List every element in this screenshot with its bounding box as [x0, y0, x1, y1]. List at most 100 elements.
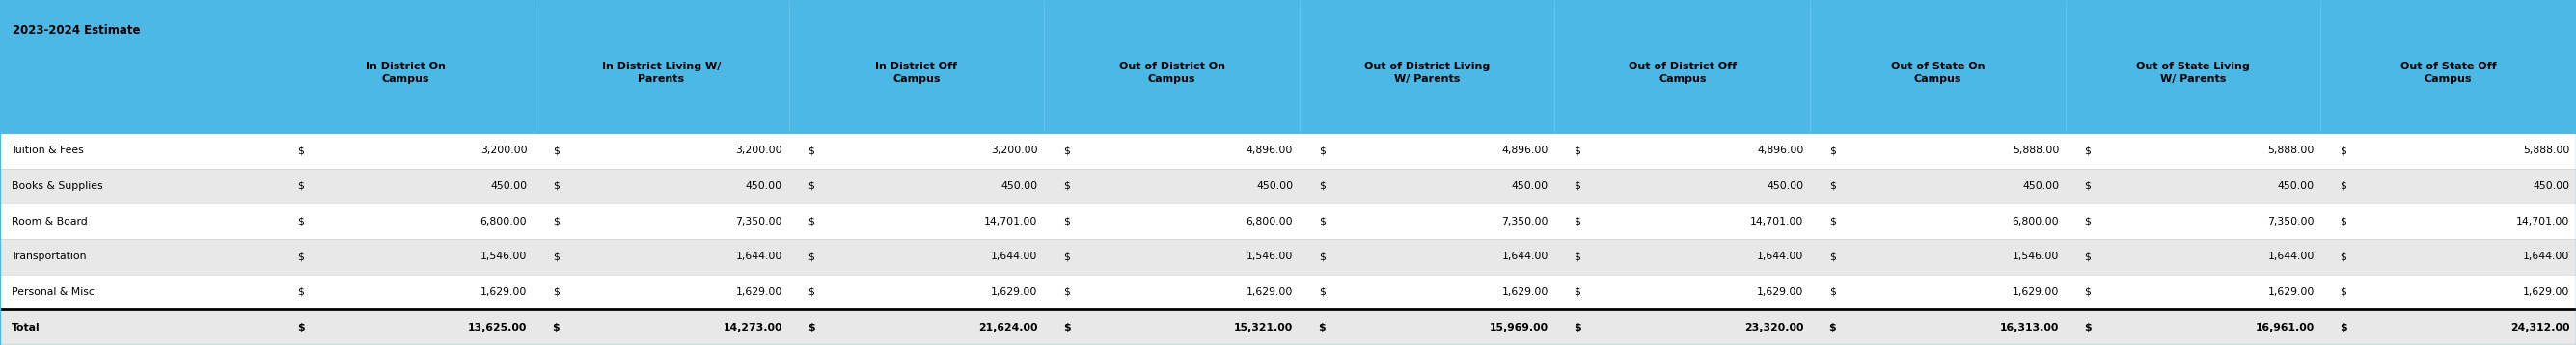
- Text: 450.00: 450.00: [1002, 181, 1038, 191]
- Text: $: $: [809, 252, 814, 262]
- Text: Personal & Misc.: Personal & Misc.: [10, 287, 98, 297]
- Text: 1,546.00: 1,546.00: [482, 252, 528, 262]
- Text: Total: Total: [10, 323, 39, 332]
- Text: $: $: [2084, 287, 2092, 297]
- Text: 15,321.00: 15,321.00: [1234, 323, 1293, 332]
- Text: $: $: [1574, 287, 1582, 297]
- Text: 1,546.00: 1,546.00: [1247, 252, 1293, 262]
- Text: 1,629.00: 1,629.00: [2012, 287, 2058, 297]
- Text: 23,320.00: 23,320.00: [1744, 323, 1803, 332]
- Text: 3,200.00: 3,200.00: [737, 146, 783, 155]
- Text: Transportation: Transportation: [10, 252, 88, 262]
- Text: 450.00: 450.00: [1257, 181, 1293, 191]
- Text: $: $: [2339, 252, 2347, 262]
- Text: 1,629.00: 1,629.00: [992, 287, 1038, 297]
- Text: $: $: [2339, 146, 2347, 155]
- Text: $: $: [1319, 323, 1327, 332]
- Text: 5,888.00: 5,888.00: [2267, 146, 2313, 155]
- Text: 450.00: 450.00: [2532, 181, 2571, 191]
- Text: $: $: [1064, 252, 1069, 262]
- Text: $: $: [2339, 287, 2347, 297]
- Text: 4,896.00: 4,896.00: [1757, 146, 1803, 155]
- Text: 1,644.00: 1,644.00: [1757, 252, 1803, 262]
- Text: $: $: [809, 323, 814, 332]
- Text: $: $: [296, 216, 304, 226]
- Text: 21,624.00: 21,624.00: [979, 323, 1038, 332]
- Bar: [0, 133, 2576, 168]
- Text: 16,313.00: 16,313.00: [1999, 323, 2058, 332]
- Text: 1,629.00: 1,629.00: [737, 287, 783, 297]
- Text: 1,629.00: 1,629.00: [2522, 287, 2571, 297]
- Text: 14,273.00: 14,273.00: [724, 323, 783, 332]
- Text: $: $: [554, 181, 559, 191]
- Text: 14,701.00: 14,701.00: [984, 216, 1038, 226]
- Text: $: $: [1064, 181, 1069, 191]
- Text: 1,644.00: 1,644.00: [992, 252, 1038, 262]
- Text: $: $: [554, 252, 559, 262]
- Text: $: $: [296, 323, 304, 332]
- Text: 6,800.00: 6,800.00: [2012, 216, 2058, 226]
- Text: $: $: [554, 287, 559, 297]
- Text: 450.00: 450.00: [744, 181, 783, 191]
- Text: 1,644.00: 1,644.00: [2267, 252, 2313, 262]
- Text: In District Living W/
Parents: In District Living W/ Parents: [603, 62, 721, 84]
- Text: $: $: [2084, 216, 2092, 226]
- Text: In District On
Campus: In District On Campus: [366, 62, 446, 84]
- Text: 7,350.00: 7,350.00: [2267, 216, 2313, 226]
- Text: 14,701.00: 14,701.00: [2517, 216, 2571, 226]
- Text: 1,644.00: 1,644.00: [1502, 252, 1548, 262]
- Text: Out of District Off
Campus: Out of District Off Campus: [1628, 62, 1736, 84]
- Text: 4,896.00: 4,896.00: [1502, 146, 1548, 155]
- Text: $: $: [2339, 181, 2347, 191]
- Text: 450.00: 450.00: [2277, 181, 2313, 191]
- Text: $: $: [1829, 216, 1837, 226]
- Text: $: $: [2339, 216, 2347, 226]
- Text: $: $: [1574, 216, 1582, 226]
- Text: $: $: [1574, 252, 1582, 262]
- Text: 3,200.00: 3,200.00: [992, 146, 1038, 155]
- Bar: [0, 204, 2576, 239]
- Text: $: $: [1319, 252, 1324, 262]
- Text: $: $: [296, 181, 304, 191]
- Bar: [0, 310, 2576, 345]
- Bar: [0, 274, 2576, 310]
- Text: 3,200.00: 3,200.00: [479, 146, 528, 155]
- Text: $: $: [1319, 146, 1324, 155]
- Text: 7,350.00: 7,350.00: [737, 216, 783, 226]
- Text: Out of State On
Campus: Out of State On Campus: [1891, 62, 1984, 84]
- Bar: [0, 0, 2576, 133]
- Text: $: $: [1829, 252, 1837, 262]
- Text: $: $: [296, 146, 304, 155]
- Text: 15,969.00: 15,969.00: [1489, 323, 1548, 332]
- Text: 13,625.00: 13,625.00: [469, 323, 528, 332]
- Text: $: $: [1319, 287, 1324, 297]
- Text: Out of District On
Campus: Out of District On Campus: [1118, 62, 1224, 84]
- Text: 1,629.00: 1,629.00: [1247, 287, 1293, 297]
- Text: $: $: [1574, 146, 1582, 155]
- Text: $: $: [1064, 323, 1069, 332]
- Text: $: $: [1064, 216, 1069, 226]
- Text: $: $: [1319, 181, 1324, 191]
- Text: 4,896.00: 4,896.00: [1247, 146, 1293, 155]
- Text: 1,644.00: 1,644.00: [2522, 252, 2571, 262]
- Text: 450.00: 450.00: [1512, 181, 1548, 191]
- Text: 1,546.00: 1,546.00: [2012, 252, 2058, 262]
- Bar: [0, 168, 2576, 204]
- Text: In District Off
Campus: In District Off Campus: [876, 62, 958, 84]
- Text: Out of District Living
W/ Parents: Out of District Living W/ Parents: [1365, 62, 1489, 84]
- Text: Room & Board: Room & Board: [10, 216, 88, 226]
- Text: 450.00: 450.00: [2022, 181, 2058, 191]
- Text: 2023-2024 Estimate: 2023-2024 Estimate: [13, 24, 142, 37]
- Text: Out of State Living
W/ Parents: Out of State Living W/ Parents: [2136, 62, 2249, 84]
- Text: $: $: [1829, 287, 1837, 297]
- Text: 450.00: 450.00: [489, 181, 528, 191]
- Text: Out of State Off
Campus: Out of State Off Campus: [2401, 62, 2496, 84]
- Text: $: $: [809, 181, 814, 191]
- Text: 14,701.00: 14,701.00: [1749, 216, 1803, 226]
- Text: 6,800.00: 6,800.00: [479, 216, 528, 226]
- Text: 1,629.00: 1,629.00: [2267, 287, 2313, 297]
- Text: $: $: [1829, 181, 1837, 191]
- Text: $: $: [1064, 287, 1069, 297]
- Text: 1,629.00: 1,629.00: [1757, 287, 1803, 297]
- Text: 450.00: 450.00: [1767, 181, 1803, 191]
